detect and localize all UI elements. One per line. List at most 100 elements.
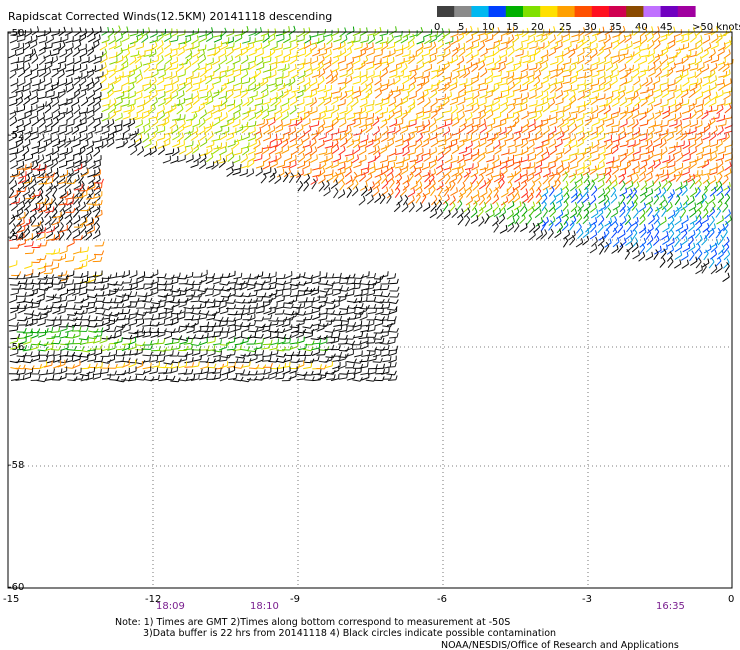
wind-barb — [39, 42, 47, 52]
wind-barb — [568, 48, 576, 59]
wind-barb — [562, 70, 572, 78]
wind-barb — [605, 70, 613, 79]
wind-barb — [647, 54, 655, 65]
wind-barb — [492, 39, 501, 50]
wind-barb — [248, 76, 256, 87]
wind-barb — [242, 36, 251, 44]
wind-barb — [59, 48, 68, 58]
wind-barb — [526, 55, 535, 64]
wind-barb — [275, 72, 284, 80]
wind-barb — [541, 28, 551, 37]
wind-barb — [143, 62, 151, 73]
wind-barb — [365, 42, 374, 51]
wind-barb — [429, 48, 438, 57]
wind-barb — [408, 76, 417, 87]
wind-barb — [87, 81, 95, 92]
legend-swatch — [609, 6, 627, 17]
wind-barb — [596, 65, 606, 73]
wind-barb — [135, 42, 144, 50]
wind-barb — [612, 39, 620, 50]
wind-barb — [452, 70, 460, 80]
wind-barb — [309, 77, 318, 87]
wind-barb — [337, 77, 347, 85]
wind-barb — [324, 49, 332, 59]
wind-barb — [604, 42, 613, 51]
wind-barb — [269, 83, 278, 93]
wind-barb — [191, 41, 200, 50]
wind-barb — [492, 70, 502, 78]
wind-barb — [199, 84, 209, 92]
wind-barb — [339, 69, 348, 78]
wind-barb — [512, 33, 520, 44]
wind-barb — [492, 46, 500, 57]
wind-barb — [22, 41, 31, 51]
wind-barb — [289, 35, 298, 43]
wind-barb — [178, 37, 187, 45]
wind-barb — [185, 43, 194, 51]
wind-barb — [143, 82, 152, 92]
wind-barb — [360, 42, 368, 52]
wind-barb — [283, 34, 291, 44]
wind-barb — [101, 35, 110, 44]
wind-barb — [500, 71, 510, 80]
wind-barb — [400, 34, 409, 44]
wind-barb — [424, 84, 433, 92]
wind-barb — [480, 34, 488, 43]
wind-barb — [337, 56, 346, 64]
wind-barb — [276, 56, 285, 64]
wind-barb — [682, 63, 691, 73]
wind-barb — [673, 29, 682, 38]
wind-barb — [365, 83, 373, 93]
wind-barb — [576, 35, 585, 44]
wind-barb — [30, 63, 39, 73]
wind-barb — [450, 54, 459, 64]
wind-barb — [326, 34, 334, 45]
wind-barb — [536, 29, 545, 37]
wind-barb — [281, 71, 290, 80]
wind-barb — [389, 86, 399, 93]
wind-barb — [16, 62, 25, 71]
wind-barb — [232, 64, 242, 73]
wind-barb — [191, 55, 199, 66]
wind-barb — [85, 77, 94, 87]
wind-barb — [478, 60, 486, 71]
wind-barb — [248, 48, 257, 57]
wind-barb — [645, 77, 653, 87]
wind-barb — [240, 63, 250, 71]
wind-barb — [486, 57, 495, 66]
wind-barb — [165, 54, 173, 65]
wind-barb — [562, 77, 572, 85]
wind-barb — [170, 28, 178, 38]
wind-barb — [437, 83, 447, 92]
wind-barb — [646, 32, 654, 43]
wind-barb — [143, 50, 153, 57]
wind-barb — [480, 67, 488, 78]
wind-barb — [51, 82, 59, 92]
wind-barb — [108, 35, 116, 45]
wind-barb — [407, 40, 415, 51]
wind-barb — [528, 63, 538, 71]
wind-barb — [548, 26, 556, 36]
wind-barb — [519, 70, 528, 80]
wind-barb — [122, 48, 131, 59]
wind-barb — [696, 62, 705, 71]
wind-barb — [262, 40, 270, 50]
wind-barb — [191, 83, 200, 92]
wind-barb — [156, 64, 166, 72]
wind-barb — [717, 47, 725, 57]
wind-barb — [549, 64, 559, 73]
y-label-54: -54 — [8, 232, 24, 243]
wind-barb — [92, 39, 100, 50]
wind-barb — [423, 56, 432, 65]
wind-barb — [687, 71, 696, 80]
wind-barb — [452, 43, 460, 52]
y-label-52: -52 — [8, 130, 24, 141]
wind-barb — [470, 72, 480, 80]
wind-barb — [354, 42, 363, 50]
wind-barb — [199, 34, 207, 43]
wind-barb — [11, 84, 19, 94]
wind-barb — [158, 69, 166, 79]
wind-barb — [437, 32, 446, 43]
wind-barb — [380, 83, 389, 92]
